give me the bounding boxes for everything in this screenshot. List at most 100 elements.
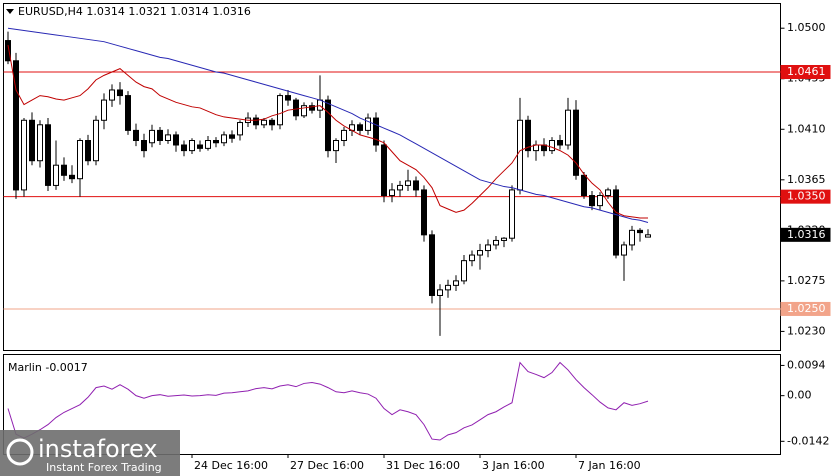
candle-body xyxy=(629,229,635,246)
candle-body xyxy=(69,174,75,180)
watermark-icon xyxy=(6,438,34,466)
candle-body xyxy=(485,244,491,252)
y-tick-label: 1.0500 xyxy=(787,21,826,34)
candle-body xyxy=(149,129,155,144)
chart-header: EURUSD,H4 1.0314 1.0321 1.0314 1.0316 xyxy=(18,5,251,18)
candle-body xyxy=(437,289,443,296)
level-label: 1.0350 xyxy=(787,190,826,203)
y-tick-label: -0.0142 xyxy=(787,434,829,447)
candle-body xyxy=(325,99,331,152)
indicator-legend: Marlin -0.0017 xyxy=(8,361,88,374)
ohlc-close: 1.0316 xyxy=(212,5,251,18)
candle-body xyxy=(493,239,499,246)
candle-body xyxy=(109,89,115,101)
candle-body xyxy=(301,105,307,117)
candle-body xyxy=(509,189,515,239)
menu-arrow xyxy=(6,9,14,14)
level-label: 1.0461 xyxy=(787,65,826,78)
candle-body xyxy=(5,40,11,62)
candle-body xyxy=(477,250,483,256)
candle-body xyxy=(221,134,227,144)
candle-body xyxy=(317,99,323,111)
level-label-box xyxy=(780,65,831,80)
y-tick-label: 1.0365 xyxy=(787,173,826,186)
y-tick-label: 1.0410 xyxy=(787,122,826,135)
symbol: EURUSD,H4 xyxy=(18,5,83,18)
watermark-brand: instaforex xyxy=(38,435,158,463)
candle-body xyxy=(613,189,619,256)
candle-body xyxy=(77,140,83,180)
candle-body xyxy=(645,234,651,238)
x-tick-label: 3 Jan 16:00 xyxy=(482,459,545,472)
candle-body xyxy=(581,174,587,197)
y-tick-label: 0.00 xyxy=(787,389,812,402)
candle-body xyxy=(61,164,67,176)
candle-body xyxy=(549,140,555,152)
level-label-box xyxy=(780,301,831,316)
indicator-value: -0.0017 xyxy=(45,361,87,374)
candle-body xyxy=(293,99,299,117)
y-tick-label: 0.0094 xyxy=(787,358,826,371)
candle-body xyxy=(277,95,283,126)
candle-body xyxy=(421,189,427,236)
candle-body xyxy=(341,129,347,142)
candle-body xyxy=(45,124,51,186)
indicator-name: Marlin xyxy=(8,361,42,374)
moving-average xyxy=(7,27,649,223)
candle-body xyxy=(573,109,579,176)
y-tick-label: 1.0275 xyxy=(787,274,826,287)
ohlc-low: 1.0314 xyxy=(170,5,209,18)
candle-body xyxy=(309,105,315,111)
candle-body xyxy=(133,129,139,142)
candle-body xyxy=(37,124,43,162)
candle-body xyxy=(413,180,419,191)
candle-body xyxy=(389,189,395,197)
candle-body xyxy=(189,140,195,152)
moving-average xyxy=(7,44,648,219)
candle-body xyxy=(429,234,435,296)
candle-body xyxy=(357,124,363,131)
candle-body xyxy=(261,119,267,126)
y-tick-label: 1.0230 xyxy=(787,324,826,337)
candle-body xyxy=(13,60,19,191)
level-label-box xyxy=(780,189,831,204)
main-panel xyxy=(3,3,781,351)
candle-body xyxy=(181,144,187,152)
x-tick-label: 27 Dec 16:00 xyxy=(290,459,364,472)
x-tick-label: 7 Jan 16:00 xyxy=(578,459,641,472)
level-label: 1.0250 xyxy=(787,302,826,315)
candle-body xyxy=(461,260,467,282)
x-tick-label: 24 Dec 16:00 xyxy=(194,459,268,472)
candle-body xyxy=(597,195,603,207)
candle-body xyxy=(589,195,595,207)
ohlc-open: 1.0314 xyxy=(86,5,125,18)
candle-body xyxy=(405,180,411,186)
candle-body xyxy=(525,119,531,152)
candle-body xyxy=(365,117,371,131)
price-label: 1.0316 xyxy=(787,228,826,241)
candle-body xyxy=(621,244,627,256)
candle-body xyxy=(253,117,259,126)
candle-body xyxy=(213,140,219,144)
candle-body xyxy=(237,122,243,136)
candle-body xyxy=(397,184,403,191)
candle-body xyxy=(85,140,91,162)
candle-body xyxy=(29,119,35,162)
candle-body xyxy=(229,134,235,139)
candle-body xyxy=(517,119,523,191)
candle-body xyxy=(165,134,171,142)
x-tick-label: 31 Dec 16:00 xyxy=(386,459,460,472)
candle-body xyxy=(101,99,107,121)
watermark-box xyxy=(0,430,180,476)
watermark-tagline: Instant Forex Trading xyxy=(46,461,162,474)
candle-body xyxy=(141,140,147,152)
candle-body xyxy=(557,140,563,146)
candle-body xyxy=(637,229,643,234)
candle-body xyxy=(333,140,339,152)
candle-body xyxy=(125,95,131,131)
ohlc-high: 1.0321 xyxy=(128,5,167,18)
candle-body xyxy=(501,237,507,241)
candle-body xyxy=(53,164,59,186)
